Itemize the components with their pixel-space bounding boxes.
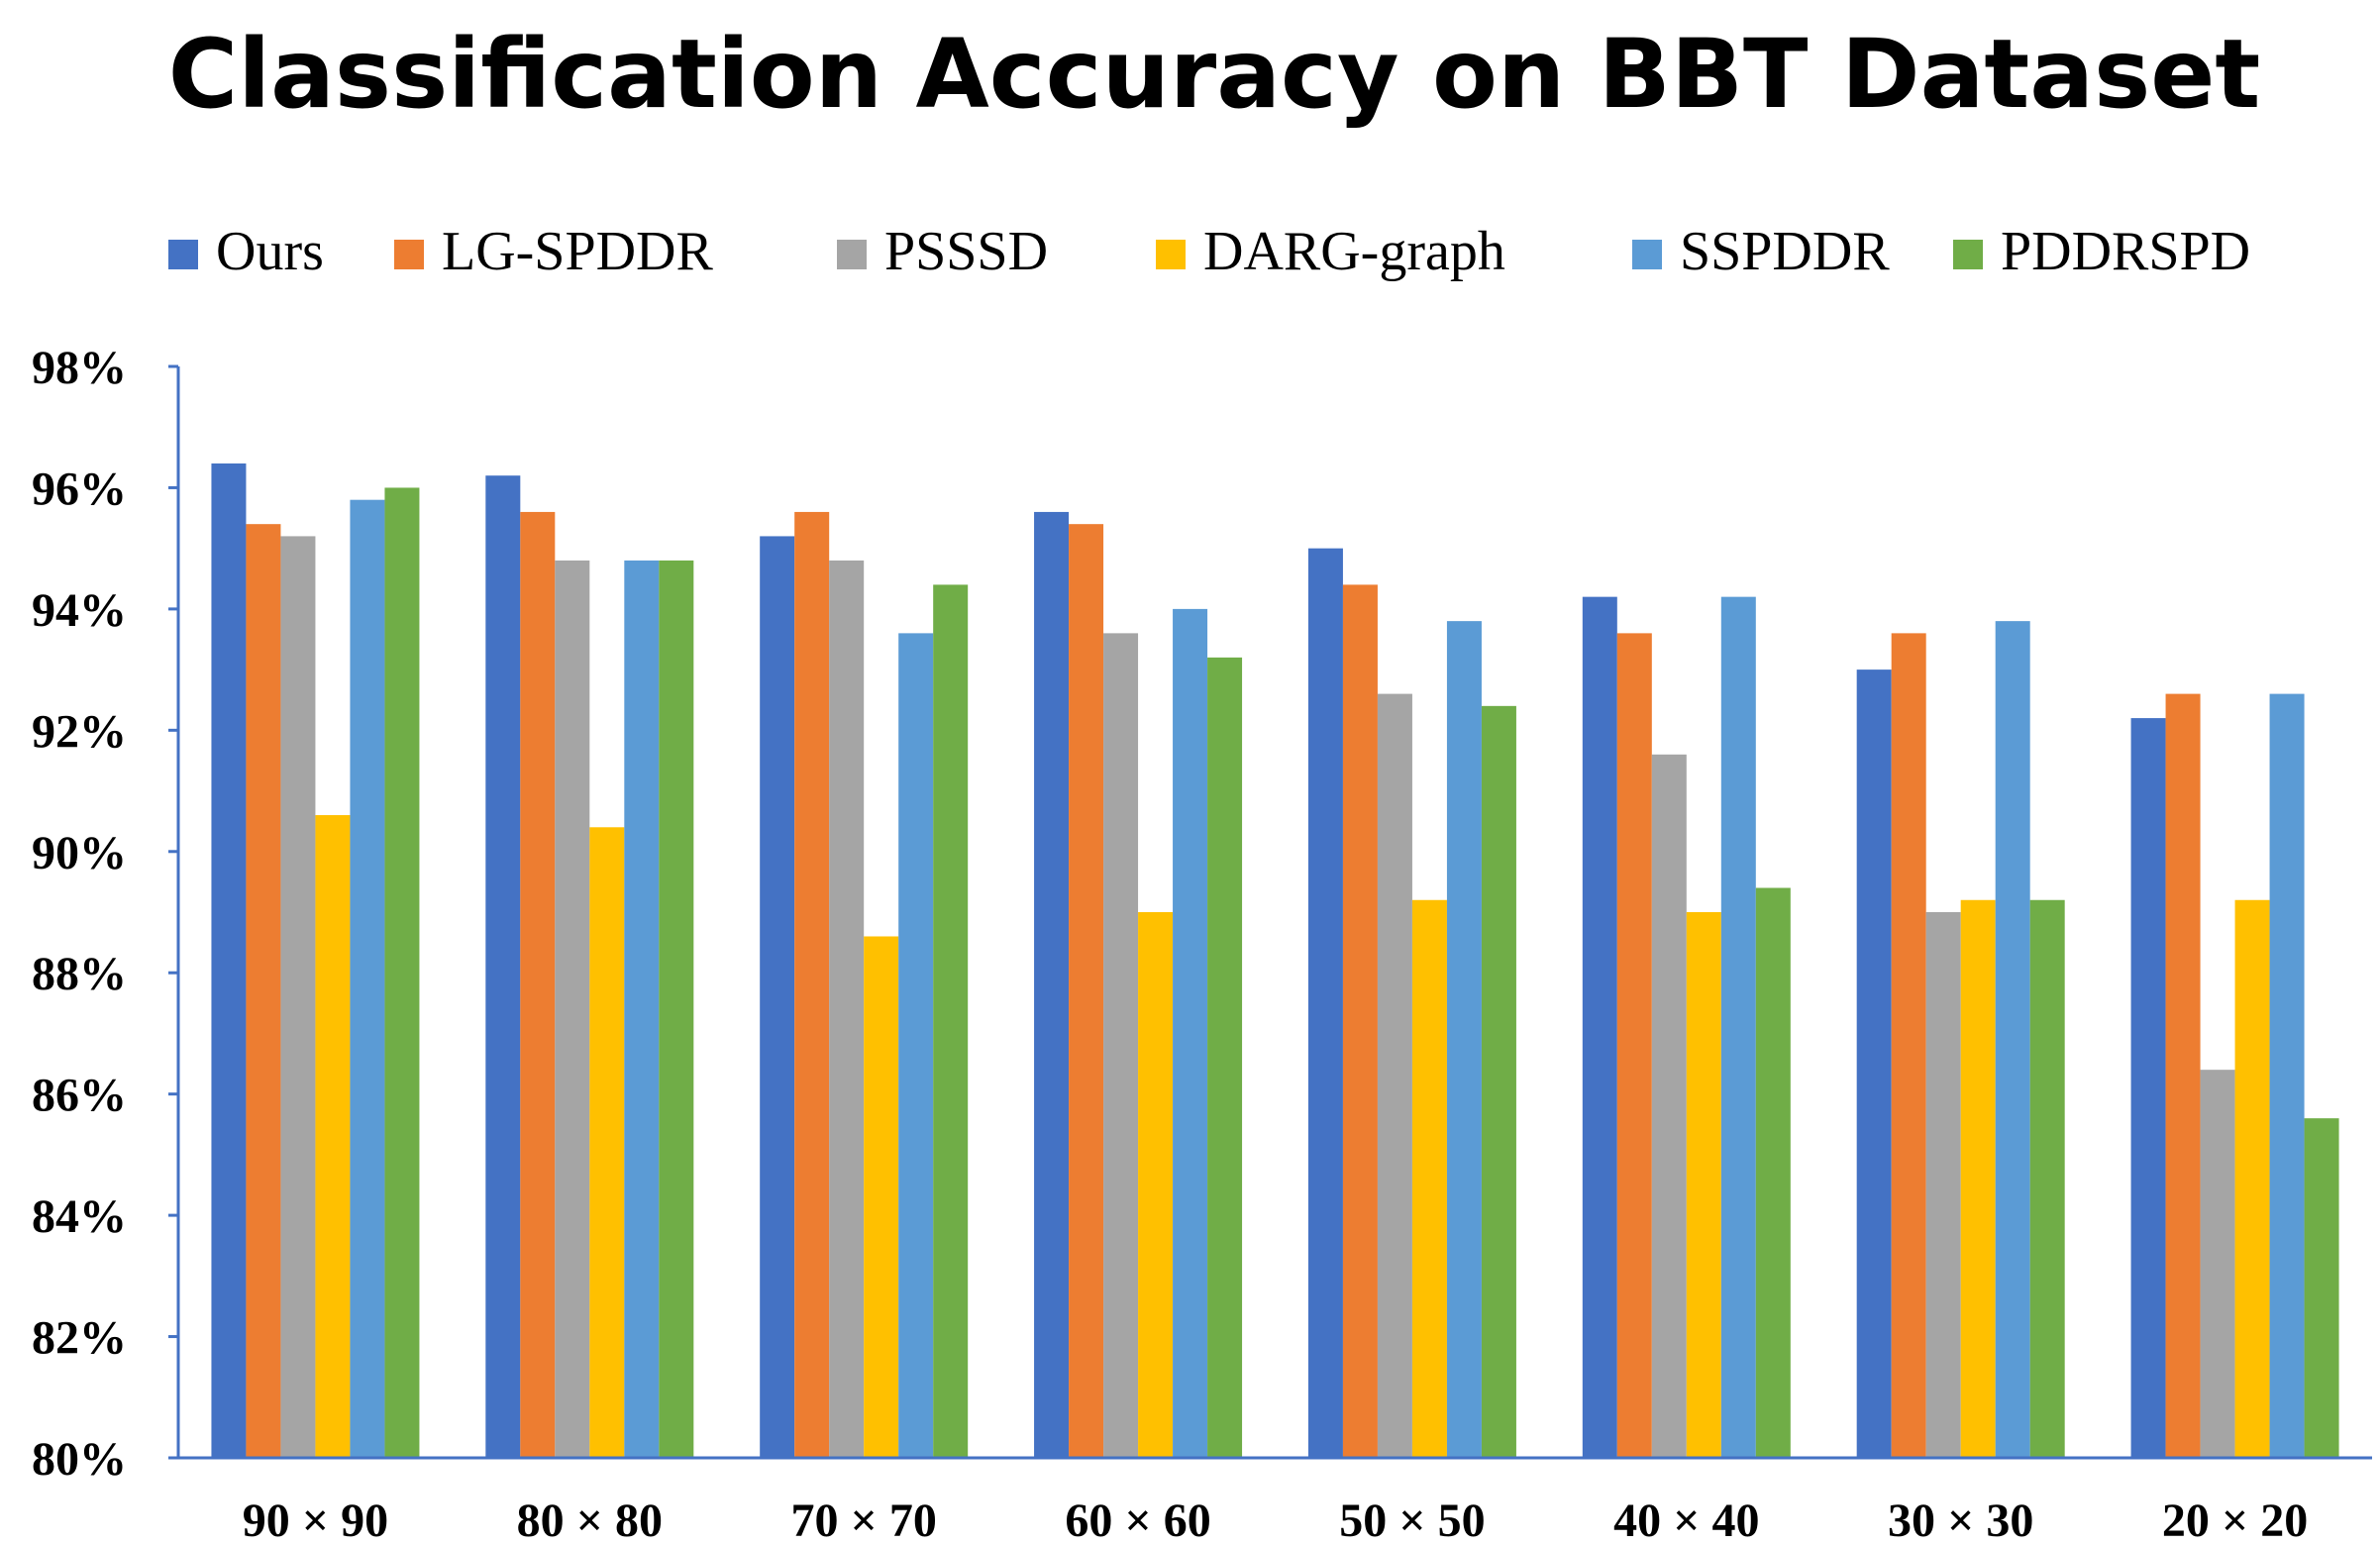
y-tick-label: 84% [32,1190,127,1243]
bar-psssd-50-50 [1377,693,1412,1458]
legend-item-psssd: PSSSD [837,221,1048,282]
bar-lg-spddr-70-70 [794,511,830,1458]
bar-lg-spddr-20-20 [2165,693,2201,1458]
bar-group-20-20 [2130,693,2339,1458]
bar-sspddr-70-70 [898,633,934,1458]
legend-swatch [1953,240,1983,269]
bar-ours-80-80 [485,475,521,1458]
bar-group-70-70 [760,511,969,1458]
legend-swatch [1632,240,1662,269]
y-tick-label: 96% [32,463,127,515]
legend-swatch [394,240,424,269]
bar-pddrspd-80-80 [659,560,694,1458]
y-tick-label: 92% [32,705,127,758]
legend-item-lg-spddr: LG-SPDDR [394,221,713,282]
x-tick-label: 70 × 70 [791,1494,937,1545]
bar-darg-graph-40-40 [1686,912,1721,1458]
chart-title: Classification Accuracy on BBT Dataset [168,19,2260,130]
x-tick-label: 60 × 60 [1065,1494,1210,1545]
bar-psssd-40-40 [1651,754,1687,1458]
legend-item-sspddr: SSPDDR [1632,221,1890,282]
bar-psssd-60-60 [1103,633,1139,1458]
bar-pddrspd-70-70 [933,584,969,1458]
x-tick-label: 20 × 20 [2162,1494,2308,1545]
bar-sspddr-30-30 [1995,621,2030,1458]
y-tick-label: 88% [32,948,127,1000]
x-tick-label: 80 × 80 [517,1494,663,1545]
bar-group-90-90 [211,463,420,1458]
legend-item-darg-graph: DARG-graph [1156,221,1505,282]
bar-pddrspd-40-40 [1755,887,1791,1458]
bar-group-80-80 [485,475,694,1458]
bar-pddrspd-60-60 [1207,657,1243,1458]
bar-pddrspd-50-50 [1481,705,1516,1458]
legend-swatch [837,240,867,269]
bar-psssd-20-20 [2200,1070,2235,1458]
bar-group-40-40 [1582,596,1791,1458]
bar-ours-70-70 [760,536,795,1458]
bar-group-50-50 [1307,548,1516,1458]
legend-label: PDDRSPD [2001,221,2250,282]
bar-darg-graph-70-70 [864,936,899,1458]
bar-ours-60-60 [1034,511,1070,1458]
x-tick-label: 40 × 40 [1613,1494,1759,1545]
bar-lg-spddr-90-90 [246,524,281,1458]
legend-label: LG-SPDDR [442,221,713,282]
bar-lg-spddr-50-50 [1342,584,1378,1458]
y-tick-label: 86% [32,1070,127,1122]
legend: Ours LG-SPDDR PSSSD DARG-graph SSPDDR PDDRSPD [168,221,2250,282]
bar-darg-graph-90-90 [315,815,351,1458]
bar-darg-graph-20-20 [2234,899,2270,1458]
x-tick-label: 90 × 90 [243,1494,388,1545]
bar-ours-40-40 [1582,596,1617,1458]
x-tick-label: 30 × 30 [1888,1494,2033,1545]
bar-ours-90-90 [211,463,247,1458]
legend-swatch [1156,240,1186,269]
x-tick-label: 50 × 50 [1339,1494,1485,1545]
bar-ours-30-30 [1856,670,1892,1458]
bar-ours-20-20 [2130,718,2166,1458]
bar-sspddr-20-20 [2269,693,2305,1458]
y-axis: 80% 82% 84% 86% 88% 90% 92% 94% 96% 98% [32,342,180,1486]
bars [211,463,2339,1458]
y-tick-label: 82% [32,1312,127,1365]
bar-group-60-60 [1034,511,1243,1458]
bar-pddrspd-30-30 [2029,899,2065,1458]
legend-label: Ours [216,221,324,282]
x-axis: 90 × 90 80 × 80 70 × 70 60 × 60 50 × 50 40 × … [178,1456,2372,1545]
bar-sspddr-40-40 [1720,596,1756,1458]
bar-darg-graph-60-60 [1138,912,1174,1458]
legend-item-pddrspd: PDDRSPD [1953,221,2250,282]
bar-psssd-30-30 [1925,912,1961,1458]
legend-swatch [168,240,198,269]
y-tick-label: 94% [32,584,127,637]
y-tick-label: 80% [32,1433,127,1486]
bar-lg-spddr-60-60 [1069,524,1104,1458]
bar-pddrspd-20-20 [2304,1118,2339,1458]
bar-group-30-30 [1856,621,2065,1458]
y-tick-label: 98% [32,342,127,394]
legend-item-ours: Ours [168,221,324,282]
bar-darg-graph-30-30 [1960,899,1996,1458]
bar-sspddr-60-60 [1173,608,1208,1458]
bar-ours-50-50 [1307,548,1343,1458]
bar-darg-graph-80-80 [589,827,625,1458]
bar-psssd-80-80 [555,560,590,1458]
bar-darg-graph-50-50 [1411,899,1447,1458]
y-tick-label: 90% [32,827,127,879]
bar-sspddr-50-50 [1446,621,1482,1458]
bar-lg-spddr-30-30 [1891,633,1926,1458]
bar-sspddr-90-90 [350,499,385,1458]
legend-label: SSPDDR [1680,221,1890,282]
bar-psssd-70-70 [829,560,865,1458]
legend-label: PSSSD [884,221,1048,282]
bar-lg-spddr-80-80 [520,511,556,1458]
bar-pddrspd-90-90 [384,487,420,1458]
bar-sspddr-80-80 [624,560,660,1458]
legend-label: DARG-graph [1203,221,1505,282]
bar-psssd-90-90 [280,536,316,1458]
bar-lg-spddr-40-40 [1616,633,1652,1458]
